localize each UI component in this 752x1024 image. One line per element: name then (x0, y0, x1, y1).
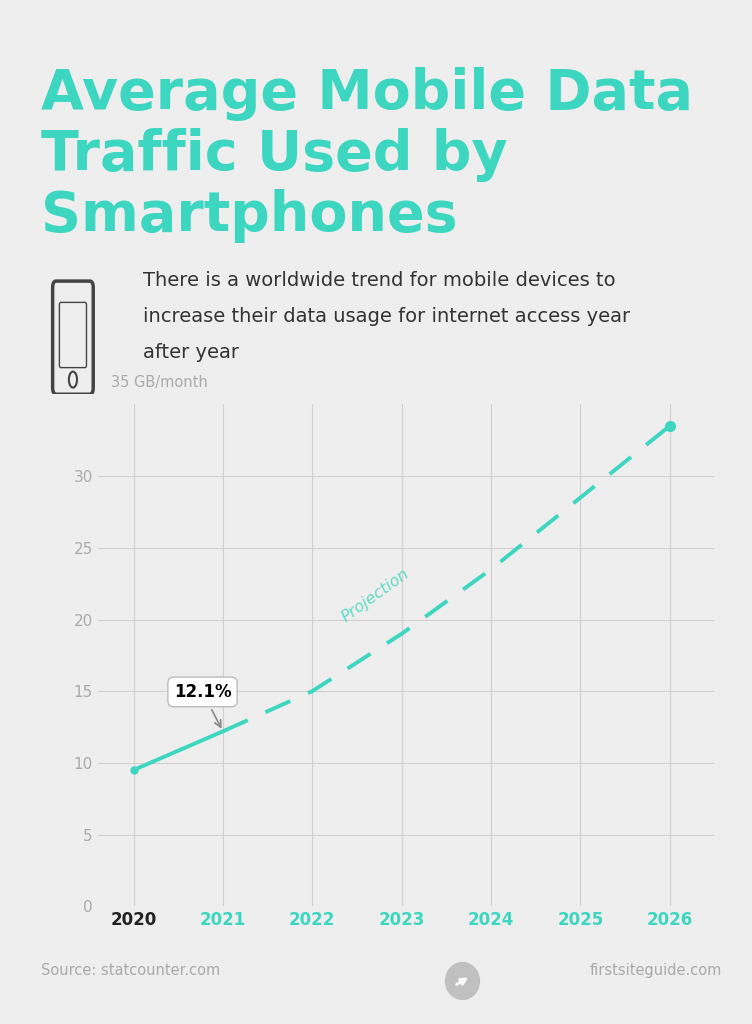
Circle shape (445, 963, 480, 999)
Text: Source: statcounter.com: Source: statcounter.com (41, 963, 220, 978)
Text: There is a worldwide trend for mobile devices to: There is a worldwide trend for mobile de… (143, 271, 615, 291)
Text: 12.1%: 12.1% (174, 683, 232, 727)
Text: Projection: Projection (339, 566, 412, 626)
Text: firstsiteguide.com: firstsiteguide.com (590, 963, 722, 978)
Text: after year: after year (143, 343, 239, 362)
Text: 35 GB/month: 35 GB/month (111, 375, 208, 390)
Text: Smartphones: Smartphones (41, 189, 458, 244)
Text: Average Mobile Data: Average Mobile Data (41, 67, 693, 121)
Text: increase their data usage for internet access year: increase their data usage for internet a… (143, 307, 630, 327)
Text: Traffic Used by: Traffic Used by (41, 128, 508, 182)
